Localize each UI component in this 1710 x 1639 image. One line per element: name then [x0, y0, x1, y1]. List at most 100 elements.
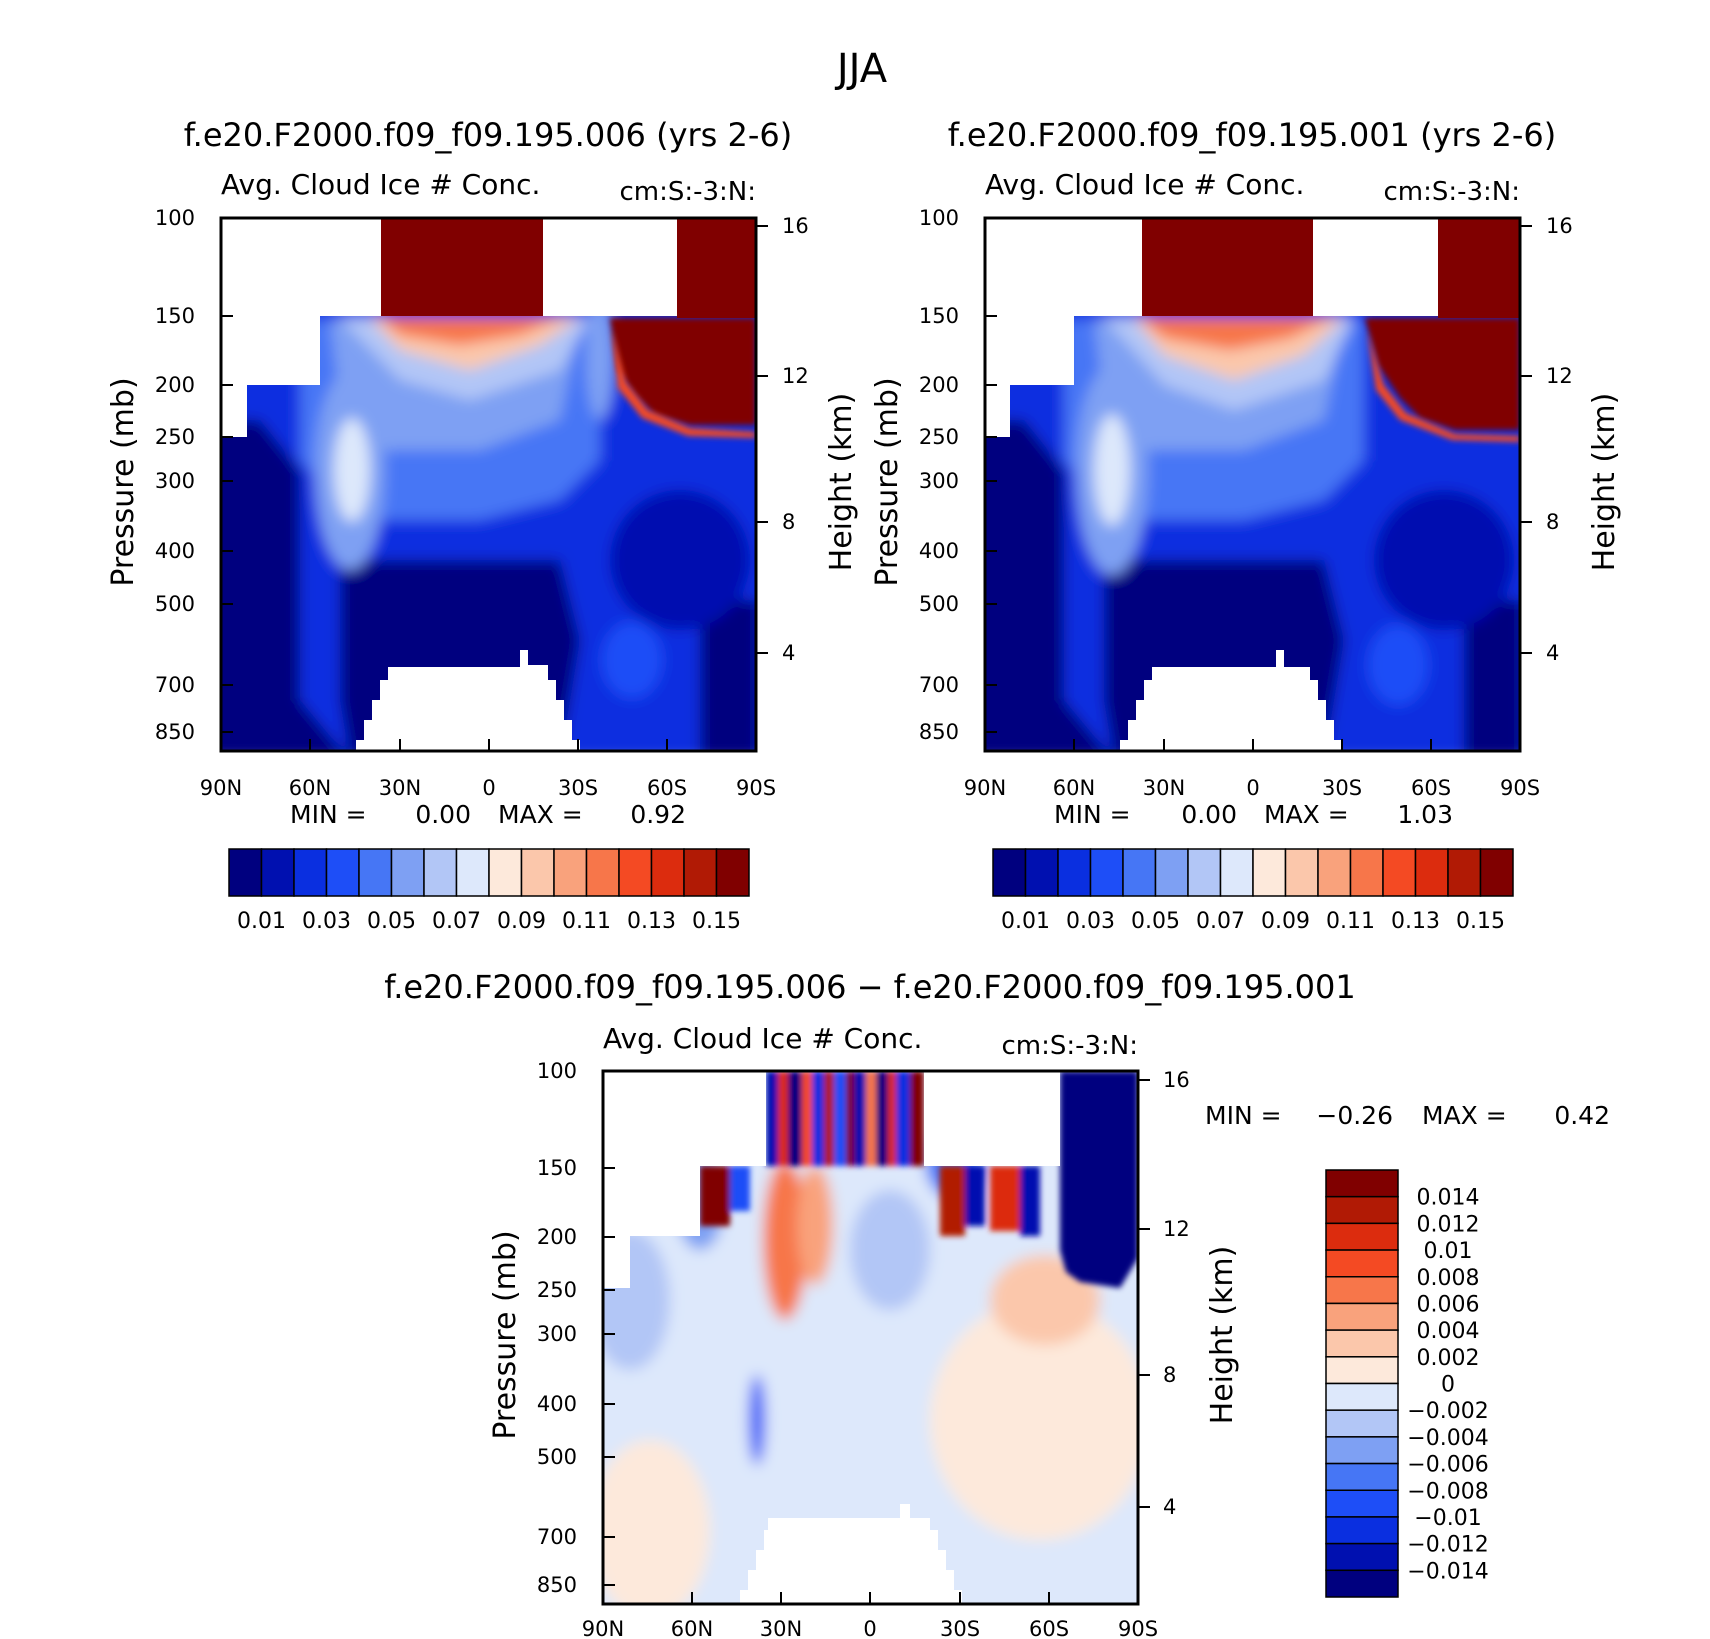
panel-a-ytick-label: 850: [155, 720, 195, 744]
field-sh-mid: [610, 490, 750, 630]
panel-a-colorbar: 0.01 0.03 0.05 0.07 0.09 0.11 0.13 0.15: [228, 848, 750, 934]
field-tropo-max: [381, 218, 543, 316]
field-polar-max: [610, 318, 756, 425]
colorbar-box: [1089, 848, 1124, 897]
panel-a-ytick-label: 500: [155, 592, 195, 616]
field-polar-max: [1365, 318, 1520, 430]
colorbar-box: [1284, 848, 1319, 897]
panel-a: f.e20.F2000.f09_f09.195.006 (yrs 2-6) Av…: [106, 116, 859, 934]
colorbar-box: [1325, 1169, 1399, 1198]
colorbar-label: 0.03: [1066, 909, 1115, 934]
panel-b-yticks: [985, 217, 997, 733]
field-nh-dark: [985, 420, 1107, 751]
panel-a-ytick-label: 700: [155, 673, 195, 697]
panel-b-ytick-label: 300: [919, 469, 959, 493]
colorbar-box: [1219, 848, 1254, 897]
panel-c-max-label: MAX =: [1422, 1101, 1507, 1130]
colorbar-box: [455, 848, 490, 897]
colorbar-label: −0.012: [1407, 1533, 1488, 1558]
colorbar-box: [1325, 1569, 1399, 1598]
panel-c-y2label: Height (km): [1205, 1246, 1240, 1425]
panel-b-xtick-label: 0: [1246, 776, 1259, 800]
panel-b-ytick-label: 200: [919, 373, 959, 397]
colorbar-box: [1325, 1489, 1399, 1518]
panel-a-y2tick-label: 12: [782, 364, 809, 388]
panel-c-xtick-label: 60N: [671, 1617, 713, 1639]
panel-c-ytick-label: 200: [537, 1225, 577, 1249]
panel-b-xtick-label: 90N: [964, 776, 1006, 800]
panel-c-xticks: [602, 1592, 1139, 1604]
panel-b-ytick-label: 500: [919, 592, 959, 616]
panel-b-subtitle: Avg. Cloud Ice # Conc.: [985, 168, 1304, 201]
panel-a-field: [221, 218, 756, 751]
panel-c-ytick-label: 300: [537, 1322, 577, 1346]
colorbar-label: 0.13: [1391, 909, 1440, 934]
panel-a-ytick-label: 100: [155, 206, 195, 230]
panel-a-xtick-label: 60N: [289, 776, 331, 800]
panel-c-ytick-label: 150: [537, 1156, 577, 1180]
panel-a-units: cm:S:-3:N:: [619, 177, 756, 207]
panel-b-mask-top: [985, 218, 1438, 437]
panel-b-ytick-label: 100: [919, 206, 959, 230]
panel-b-xtick-label: 60S: [1411, 776, 1451, 800]
panel-b-y2tick-label: 12: [1546, 364, 1573, 388]
colorbar-label: 0.01: [1424, 1239, 1473, 1264]
panel-c-title: f.e20.F2000.f09_f09.195.006 − f.e20.F200…: [384, 968, 1356, 1006]
panel-a-xticks: [220, 739, 757, 751]
colorbar-box: [683, 848, 718, 897]
field-tropo-orange: [380, 318, 560, 345]
panel-a-ytick-label: 250: [155, 425, 195, 449]
colorbar-label: 0.004: [1417, 1319, 1480, 1344]
field-peach-ne: [990, 1255, 1100, 1345]
colorbar-box: [423, 848, 458, 897]
panel-c-y2tick-label: 12: [1163, 1217, 1190, 1241]
panel-a-ytick-label: 150: [155, 304, 195, 328]
field-nh-plume-core: [1094, 414, 1130, 526]
panel-a-min-label: MIN =: [290, 800, 367, 829]
panel-b-ytick-label: 700: [919, 673, 959, 697]
colorbar-box: [1024, 848, 1059, 897]
panel-c-ylabel: Pressure (mb): [488, 1230, 523, 1439]
field-sh-pocket: [1368, 625, 1428, 705]
colorbar-box: [358, 848, 393, 897]
panel-c: f.e20.F2000.f09_f09.195.006 − f.e20.F200…: [384, 968, 1610, 1639]
field-sh-mid: [1374, 490, 1514, 630]
panel-c-yticks: [603, 1070, 615, 1586]
panel-a-ylabel: Pressure (mb): [106, 377, 141, 586]
field-polar-edge: [1367, 330, 1520, 442]
panel-a-max-value: 0.92: [630, 800, 686, 829]
colorbar-box: [1325, 1409, 1399, 1438]
panel-a-ytick-label: 300: [155, 469, 195, 493]
colorbar-box: [1382, 848, 1417, 897]
panel-b-xtick-label: 60N: [1053, 776, 1095, 800]
field-tropo-max: [1142, 218, 1313, 316]
panel-b-ylabel: Pressure (mb): [870, 377, 905, 586]
colorbar-box: [1447, 848, 1482, 897]
colorbar-box: [1325, 1222, 1399, 1251]
panel-c-colorbar: 0.0140.0120.010.0080.0060.0040.0020−0.00…: [1325, 1169, 1489, 1598]
colorbar-label: −0.006: [1407, 1453, 1488, 1478]
panel-c-ytick-label: 250: [537, 1278, 577, 1302]
colorbar-label: 0.07: [1196, 909, 1245, 934]
colorbar-box: [992, 848, 1027, 897]
colorbar-label: 0.13: [627, 909, 676, 934]
panel-b-min-value: 0.00: [1181, 800, 1237, 829]
panel-b-mask-topo: [1120, 650, 1342, 751]
panel-b-xtick-label: 90S: [1500, 776, 1540, 800]
field-tropo-orange: [1140, 318, 1330, 350]
panel-a-xtick-label: 90S: [736, 776, 776, 800]
panel-a-max-label: MAX =: [498, 800, 583, 829]
panel-b-field: [985, 218, 1520, 751]
panel-c-xtick-label: 60S: [1029, 1617, 1069, 1639]
colorbar-label: 0.11: [1326, 909, 1375, 934]
colorbar-label: 0.15: [1456, 909, 1505, 934]
field-polar-edge: [612, 330, 756, 438]
colorbar-box: [1252, 848, 1287, 897]
panel-c-y2tick-label: 4: [1163, 1495, 1176, 1519]
panel-a-subtitle: Avg. Cloud Ice # Conc.: [221, 168, 540, 201]
field-peach-se: [930, 1300, 1138, 1540]
colorbar-box: [488, 848, 523, 897]
colorbar-box: [1122, 848, 1157, 897]
colorbar-label: 0.07: [432, 909, 481, 934]
